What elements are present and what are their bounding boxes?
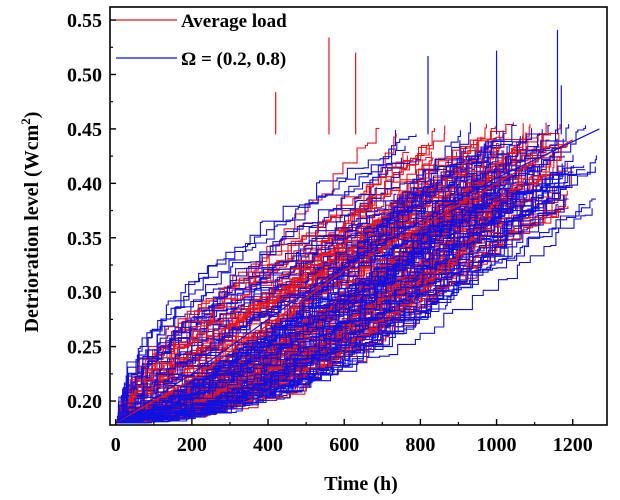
y-axis-title-main: Detrioration level (Wcm [21,124,43,332]
trajectory-line [115,140,489,424]
y-tick-label: 0.25 [67,337,102,359]
trajectory-line [115,145,406,424]
x-tick-label: 600 [329,434,359,456]
y-tick-label: 0.30 [67,282,102,304]
trajectory-line [115,168,475,424]
trajectory-line [115,177,456,424]
trajectory-line [115,203,515,424]
plot-lines [115,29,600,424]
legend: Average load Ω = (0.2, 0.8) [116,8,326,70]
y-axis: 0.20 0.25 0.30 0.35 0.40 0.45 0.50 0.55 [67,10,116,413]
trajectory-line [115,135,538,424]
trajectory-line [115,193,397,424]
trajectory-line [115,171,453,424]
y-axis-title-close: ) [21,112,43,119]
plot-frame [109,6,608,426]
trajectory-line [115,198,596,424]
trajectory-line [115,124,517,424]
trajectory-line [115,207,523,424]
trajectory-line [115,138,564,424]
x-axis: 0 200 400 600 800 1000 1200 [111,419,593,456]
trajectory-line [115,166,596,424]
x-tick-label: 400 [253,434,283,456]
legend-label-average-load: Average load [181,11,287,32]
x-tick-label: 200 [177,434,207,456]
x-tick-label: 0 [111,434,121,456]
y-tick-label: 0.35 [67,228,102,250]
x-tick-label: 1200 [553,434,593,456]
trajectory-line [115,141,478,424]
legend-background [116,8,326,70]
y-axis-title-superscript: 2 [18,118,33,125]
x-tick-label: 800 [405,434,435,456]
trajectory-line [115,204,406,424]
trajectory-line [115,145,489,424]
trajectory-line [115,171,574,424]
trajectory-line [115,175,564,424]
trajectory-line [115,128,533,424]
trajectory-line [115,154,574,424]
y-tick-label: 0.55 [67,10,102,32]
representative-trajectory [115,139,573,424]
trajectory-line [115,157,402,424]
trajectory-line [115,159,422,424]
trajectory-line [115,163,563,424]
trajectory-line [115,188,457,424]
legend-label-omega: Ω = (0.2, 0.8) [181,49,286,70]
y-tick-label: 0.50 [67,64,102,86]
y-tick-label: 0.45 [67,119,102,141]
trajectory-line [115,146,467,424]
trajectory-line [115,171,400,424]
representative-trajectory [115,128,600,424]
y-tick-label: 0.20 [67,391,102,413]
x-tick-label: 1000 [477,434,517,456]
trajectory-line [115,134,417,424]
trajectory-line [115,202,504,424]
y-axis-title: Detrioration level (Wcm2) [18,112,43,333]
trajectory-line [115,167,566,424]
x-axis-title: Time (h) [324,473,398,495]
trajectory-line [115,196,415,424]
y-tick-label: 0.40 [67,173,102,195]
